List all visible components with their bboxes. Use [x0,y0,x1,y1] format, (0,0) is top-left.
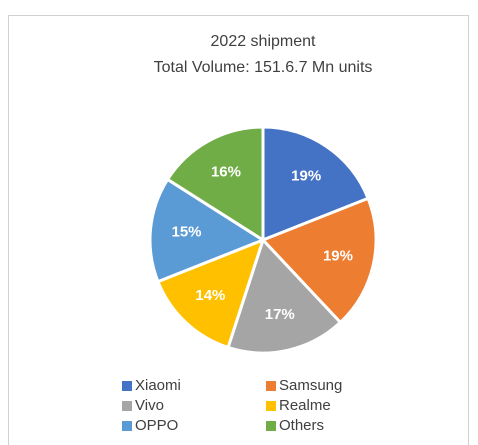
pie-slice [155,237,266,350]
legend-swatch [266,421,276,431]
legend-label: Samsung [279,377,342,394]
pie-slice [165,125,265,243]
data-label: 14% [195,287,225,304]
legend-label: Realme [279,397,331,414]
chart-title: 2022 shipment [211,33,317,50]
data-label: 17% [265,306,295,323]
data-label: 19% [323,248,353,265]
legend-label: Others [279,417,324,434]
pie-slice [260,196,378,325]
pie-slice [148,177,267,284]
legend-swatch [122,381,132,391]
legend-label: OPPO [135,417,178,434]
legend-swatch [266,401,276,411]
legend-swatch [266,381,276,391]
data-label: 16% [211,164,241,181]
legend-label: Vivo [135,397,164,414]
data-label: 15% [171,224,201,241]
legend-label: Xiaomi [135,377,181,394]
legend-swatch [122,421,132,431]
legend-swatch [122,401,132,411]
chart-subtitle: Total Volume: 151.6.7 Mn units [154,59,373,76]
data-label: 19% [291,167,321,184]
pie-slice [226,237,343,355]
pie-slice [261,125,371,243]
